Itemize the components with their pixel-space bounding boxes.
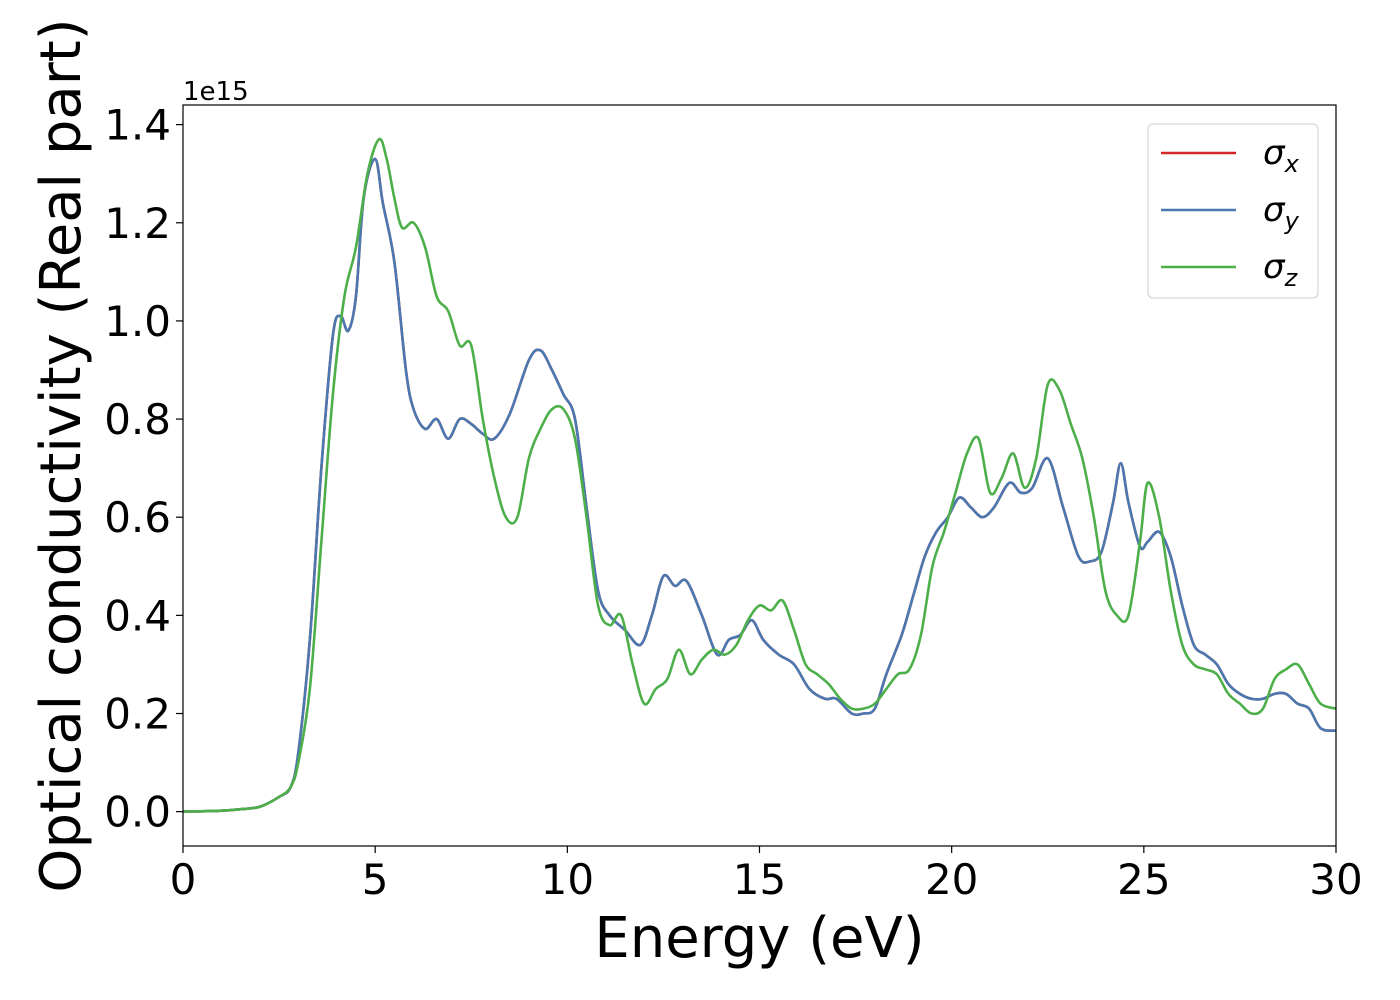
y-tick-label: 0.6	[104, 493, 171, 542]
x-tick-label: 10	[541, 855, 594, 904]
series-line-sigma-z	[183, 137, 1336, 813]
y-axis-offset-text: 1e15	[183, 77, 249, 107]
y-tick-label: 0.4	[104, 591, 171, 640]
y-tick-label: 1.2	[104, 199, 171, 248]
y-tick-label: 0.2	[104, 690, 171, 739]
y-axis-ticks: 0.0 0.2 0.4 0.6 0.8 1.0 1.2 1.4	[104, 101, 183, 837]
y-tick-label: 1.4	[104, 101, 171, 150]
legend: σx σy σz	[1147, 123, 1319, 299]
y-tick-label: 0.8	[104, 395, 171, 444]
x-tick-label: 5	[362, 855, 389, 904]
y-axis-title: Optical conductivity (Real part)	[29, 18, 94, 892]
legend-label-sigma-x: σx	[1263, 133, 1300, 178]
x-tick-label: 30	[1309, 855, 1362, 904]
legend-label-sigma-y: σy	[1263, 190, 1300, 235]
legend-label-sigma-z: σz	[1263, 247, 1299, 292]
y-tick-label: 0.0	[104, 788, 171, 837]
y-tick-label: 1.0	[104, 297, 171, 346]
series-line-sigma-y	[183, 157, 1336, 813]
x-axis-title: Energy (eV)	[594, 906, 924, 971]
x-axis-ticks: 0 5 10 15 20 25 30	[170, 846, 1363, 904]
x-tick-label: 15	[733, 855, 786, 904]
x-tick-label: 20	[925, 855, 978, 904]
x-tick-label: 0	[170, 855, 197, 904]
x-tick-label: 25	[1117, 855, 1170, 904]
series-layer	[183, 137, 1336, 813]
